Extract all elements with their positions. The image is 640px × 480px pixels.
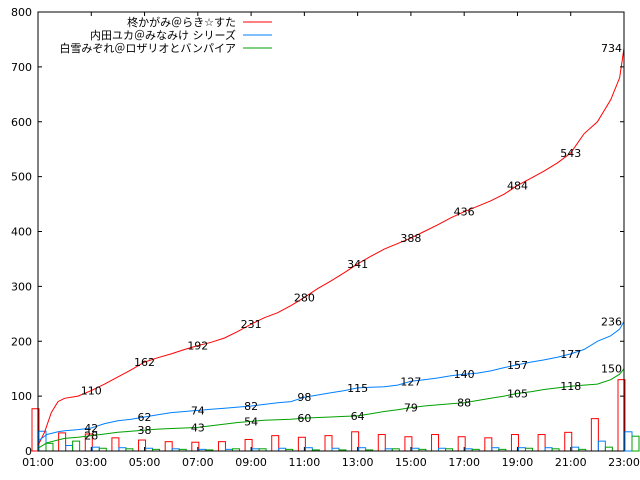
x-tick-label: 19:00 (502, 456, 534, 469)
hourly-bar (65, 445, 74, 452)
hourly-bar (537, 434, 546, 452)
x-tick-label: 05:00 (129, 456, 161, 469)
hourly-bar (271, 435, 280, 452)
data-label: 54 (244, 415, 258, 428)
data-label: 436 (454, 206, 475, 219)
data-label: 42 (84, 422, 98, 435)
data-label: 118 (560, 380, 581, 393)
data-label: 192 (187, 340, 208, 353)
data-label: 236 (601, 315, 622, 328)
x-tick-label: 15:00 (395, 456, 427, 469)
data-label: 43 (191, 421, 205, 434)
data-label: 28 (84, 430, 98, 443)
x-tick-label: 01:00 (22, 456, 54, 469)
hourly-bar (217, 441, 226, 452)
hourly-bar (324, 435, 333, 452)
hourly-bar (597, 440, 606, 452)
series-line (37, 321, 625, 442)
data-label: 484 (507, 179, 528, 192)
data-label: 79 (404, 402, 418, 415)
data-label: 74 (191, 404, 205, 417)
hourly-bar (377, 434, 386, 452)
x-tick-label: 03:00 (75, 456, 107, 469)
x-tick-label: 17:00 (448, 456, 480, 469)
plot-frame (37, 11, 625, 452)
hourly-bar (484, 437, 493, 452)
hourly-bar (31, 408, 40, 452)
hourly-bar (571, 446, 580, 452)
data-label: 115 (347, 382, 368, 395)
y-tick-label: 500 (11, 171, 32, 184)
data-label: 341 (347, 258, 368, 271)
hourly-bars (31, 379, 640, 452)
data-label: 62 (138, 411, 152, 424)
data-label: 110 (81, 385, 102, 398)
data-label: 127 (400, 375, 421, 388)
data-label: 88 (457, 397, 471, 410)
y-tick-label: 100 (11, 390, 32, 403)
data-label: 177 (560, 348, 581, 361)
x-tick-label: 23:00 (608, 456, 640, 469)
data-label: 280 (294, 291, 315, 304)
y-tick-label: 200 (11, 335, 32, 348)
cumulative-lines (37, 48, 625, 449)
hourly-bar (590, 418, 599, 452)
x-tick-label: 09:00 (235, 456, 267, 469)
data-label: 734 (601, 42, 622, 55)
hourly-bar (631, 435, 640, 452)
hourly-bar (45, 442, 54, 452)
data-label: 60 (297, 412, 311, 425)
data-label: 38 (138, 424, 152, 437)
x-tick-label: 11:00 (289, 456, 321, 469)
data-label: 231 (241, 318, 262, 331)
data-label: 162 (134, 356, 155, 369)
y-tick-label: 700 (11, 61, 32, 74)
hourly-bar (431, 434, 440, 452)
data-label: 64 (351, 410, 365, 423)
data-label: 388 (400, 232, 421, 245)
x-tick-label: 21:00 (555, 456, 587, 469)
hourly-bar (604, 446, 613, 452)
data-label: 98 (297, 391, 311, 404)
hourly-bar (111, 437, 120, 452)
legend-label: 内田ユカ＠みなみけ シリーズ (90, 28, 236, 42)
legend-label: 白雪みぞれ＠ロザリオとバンパイア (59, 41, 236, 55)
series-line (37, 368, 625, 449)
y-tick-label: 800 (11, 6, 32, 19)
data-label: 157 (507, 359, 528, 372)
axes: 0 100 200 300 400 500 600 700 800 01:00 03:00 05:00… (11, 6, 640, 469)
data-label: 105 (507, 387, 528, 400)
hourly-bar (72, 440, 81, 452)
data-label: 140 (454, 368, 475, 381)
hourly-bar (164, 441, 173, 452)
y-tick-label: 300 (11, 280, 32, 293)
x-tick-label: 13:00 (342, 456, 374, 469)
y-tick-label: 0 (25, 445, 32, 458)
x-tick-label: 07:00 (182, 456, 214, 469)
data-label: 82 (244, 400, 258, 413)
y-tick-label: 400 (11, 226, 32, 239)
hourly-bar (58, 432, 67, 452)
data-label: 150 (601, 363, 622, 376)
hourly-bar (91, 446, 100, 452)
series-line (37, 48, 625, 446)
data-label: 543 (560, 147, 581, 160)
point-labels: 110 162 192 231 280 341 388 436 484 543 734 42 62 74 8… (81, 42, 622, 442)
y-tick-label: 600 (11, 116, 32, 129)
legend-label: 柊かがみ＠らき☆すた (127, 15, 236, 29)
hourly-bar (624, 431, 633, 452)
